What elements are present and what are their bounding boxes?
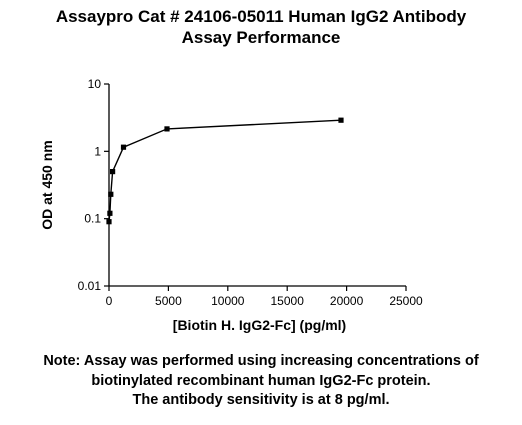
x-axis-title: [Biotin H. IgG2-Fc] (pg/ml) — [173, 317, 346, 333]
x-tick-label: 20000 — [330, 294, 364, 308]
note-line-3: The antibody sensitivity is at 8 pg/ml. — [132, 392, 390, 408]
assay-note: Note: Assay was performed using increasi… — [0, 352, 522, 411]
x-tick-label: 25000 — [389, 294, 423, 308]
note-line-2: biotinylated recombinant human IgG2-Fc p… — [91, 372, 431, 389]
chart-title-line-1: Assaypro Cat # 24106-05011 Human IgG2 An… — [55, 7, 467, 26]
chart-axes — [108, 84, 406, 287]
y-tick-label: 10 — [88, 77, 102, 91]
chart-series — [106, 117, 344, 225]
data-point-marker — [120, 144, 127, 150]
data-point-marker — [108, 191, 114, 197]
chart-title-line-2: Assay Performance — [181, 28, 341, 47]
series-line — [108, 119, 342, 222]
y-tick-label: 1 — [94, 144, 101, 158]
data-point-marker — [164, 126, 170, 132]
chart-ticks: 0.01 0.1 1 10 0 5000 10000 15000 20000 25000 — [78, 77, 423, 308]
x-tick-label: 10000 — [211, 294, 245, 308]
data-point-marker — [110, 169, 116, 175]
note-line-1: Note: Assay was performed using increasi… — [43, 353, 479, 369]
x-tick-label: 15000 — [271, 294, 305, 308]
chart-title: Assaypro Cat # 24106-05011 Human IgG2 An… — [0, 6, 522, 48]
x-tick-label: 5000 — [155, 294, 182, 308]
y-axis-title: OD at 450 nm — [39, 140, 55, 229]
data-point-marker — [107, 210, 113, 216]
data-point-marker — [338, 117, 344, 123]
x-tick-label: 0 — [106, 294, 113, 308]
y-tick-label: 0.01 — [78, 279, 102, 293]
data-point-marker — [106, 219, 112, 225]
y-tick-label: 0.1 — [84, 212, 101, 226]
